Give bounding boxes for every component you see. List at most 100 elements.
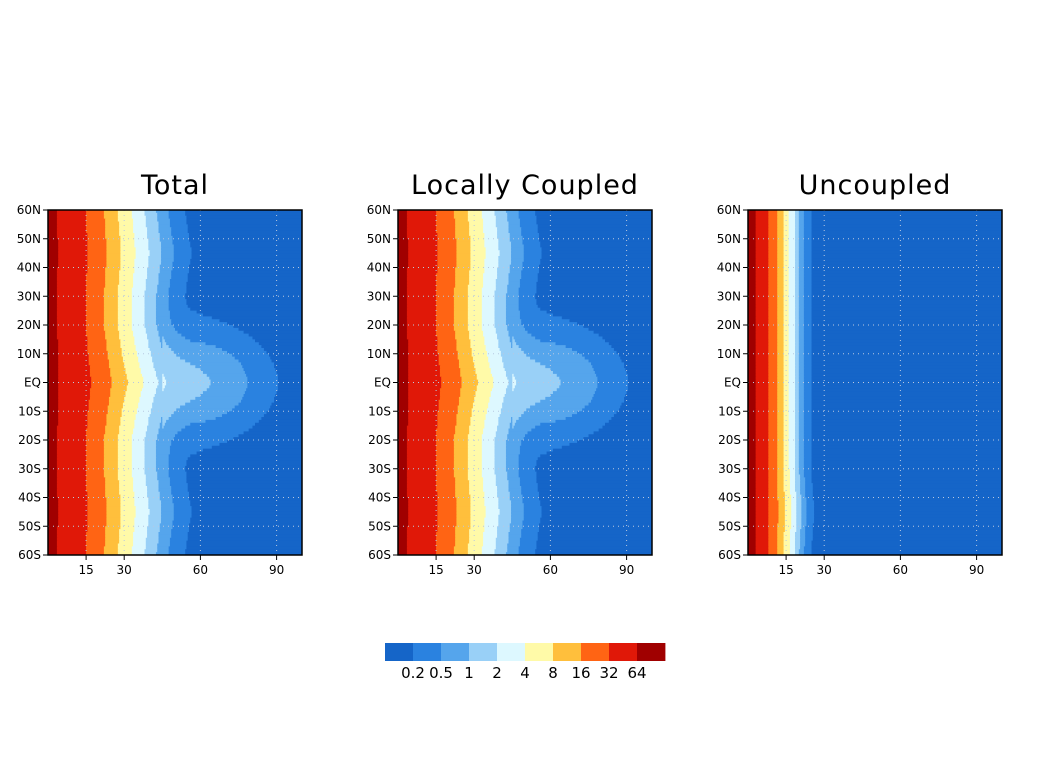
heatmap-cell: [408, 399, 440, 404]
heatmap-cell: [521, 534, 539, 539]
heatmap-cell: [190, 503, 302, 507]
heatmap-cell: [159, 270, 172, 274]
heatmap-cell: [768, 316, 778, 320]
heatmap-cell: [143, 376, 158, 381]
heatmap-cell: [144, 440, 157, 444]
heatmap-cell: [777, 394, 785, 398]
heatmap-cell: [456, 241, 471, 246]
heatmap-cell: [467, 310, 483, 315]
heatmap-cell: [56, 526, 88, 530]
heatmap-cell: [169, 316, 213, 320]
heatmap-cell: [777, 428, 785, 432]
heatmap-cell: [498, 517, 512, 522]
heatmap-cell: [541, 509, 652, 513]
heatmap-cell: [48, 293, 58, 297]
heatmap-cell: [798, 210, 805, 214]
heatmap-cell: [801, 520, 808, 524]
heatmap-cell: [460, 371, 477, 375]
heatmap-cell: [577, 440, 652, 444]
heatmap-cell: [798, 350, 805, 355]
heatmap-cell: [187, 276, 302, 280]
heatmap-cell: [86, 437, 105, 441]
y-tick-label: 20S: [368, 433, 391, 447]
heatmap-cell: [748, 520, 757, 524]
heatmap-cell: [48, 244, 59, 248]
heatmap-cell: [490, 394, 506, 398]
heatmap-cell: [794, 279, 800, 283]
heatmap-cell: [748, 396, 757, 401]
heatmap-cell: [798, 293, 805, 297]
heatmap-cell: [812, 529, 1002, 533]
heatmap-cell: [147, 227, 160, 231]
y-tick-label: 10S: [368, 404, 391, 418]
heatmap-cell: [798, 296, 805, 300]
heatmap-cell: [748, 419, 757, 424]
heatmap-field: [48, 210, 302, 555]
heatmap-cell: [768, 218, 778, 223]
heatmap-cell: [134, 523, 149, 527]
heatmap-cell: [58, 497, 88, 501]
heatmap-cell: [798, 465, 805, 470]
y-tick-label: 60N: [717, 203, 741, 217]
heatmap-cell: [483, 428, 498, 432]
heatmap-cell: [436, 319, 455, 323]
heatmap-cell: [134, 244, 149, 248]
heatmap-cell: [755, 290, 769, 294]
heatmap-cell: [221, 348, 265, 352]
heatmap-cell: [436, 457, 455, 461]
heatmap-cell: [494, 471, 508, 476]
heatmap-cell: [494, 451, 507, 455]
heatmap-cell: [811, 316, 1002, 320]
heatmap-cell: [537, 230, 652, 234]
heatmap-cell: [121, 414, 137, 418]
heatmap-cell: [171, 529, 190, 533]
heatmap-cell: [455, 284, 469, 289]
heatmap-cell: [89, 391, 111, 395]
heatmap-cell: [777, 399, 785, 404]
heatmap-cell: [48, 477, 58, 481]
heatmap-cell: [768, 385, 778, 389]
heatmap-cell: [453, 434, 469, 438]
heatmap-cell: [803, 391, 813, 395]
heatmap-cell: [48, 526, 58, 530]
heatmap-cell: [455, 543, 469, 547]
heatmap-cell: [788, 212, 796, 217]
heatmap-cell: [521, 488, 539, 493]
heatmap-cell: [483, 480, 497, 484]
heatmap-cell: [145, 537, 160, 542]
heatmap-cell: [788, 224, 796, 228]
heatmap-cell: [456, 520, 471, 524]
heatmap-cell: [456, 417, 471, 421]
heatmap-cell: [453, 463, 469, 467]
heatmap-cell: [794, 330, 800, 335]
heatmap-cell: [485, 250, 501, 254]
heatmap-cell: [243, 330, 302, 335]
heatmap-cell: [161, 258, 175, 263]
heatmap-cell: [755, 330, 769, 335]
heatmap-cell: [485, 509, 501, 513]
heatmap-cell: [798, 552, 805, 555]
heatmap-cell: [798, 256, 805, 260]
heatmap-cell: [408, 244, 438, 248]
heatmap-cell: [455, 428, 470, 432]
heatmap-cell: [436, 302, 455, 306]
heatmap-cell: [803, 304, 813, 309]
heatmap-cell: [119, 330, 134, 335]
heatmap-cell: [408, 417, 438, 421]
heatmap-cell: [495, 215, 508, 220]
heatmap-cell: [478, 379, 494, 384]
heatmap-cell: [755, 399, 769, 404]
heatmap-cell: [168, 549, 186, 553]
heatmap-cell: [398, 385, 409, 389]
heatmap-cell: [748, 307, 757, 312]
heatmap-cell: [495, 474, 508, 478]
heatmap-cell: [748, 445, 757, 450]
heatmap-cell: [523, 247, 543, 251]
heatmap-cell: [56, 486, 87, 490]
heatmap-cell: [788, 365, 796, 369]
heatmap-cell: [119, 491, 135, 496]
heatmap-cell: [398, 267, 408, 271]
heatmap-cell: [136, 408, 152, 412]
heatmap-cell: [811, 468, 1002, 473]
heatmap-cell: [755, 304, 769, 309]
